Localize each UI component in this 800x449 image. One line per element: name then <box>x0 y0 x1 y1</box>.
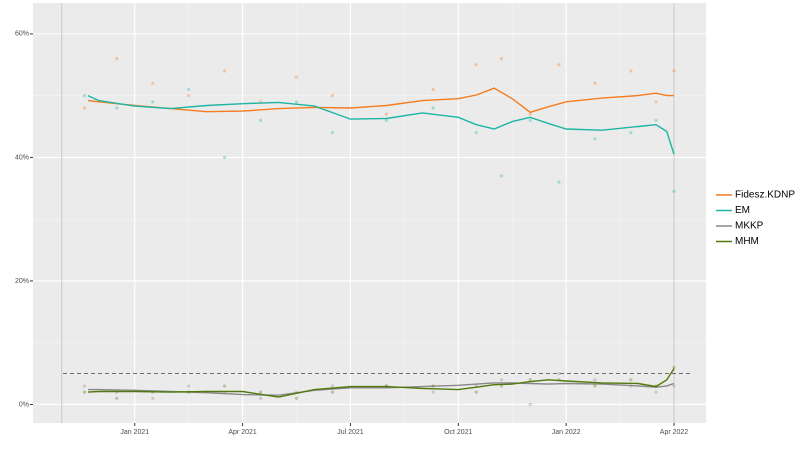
poll-point <box>82 390 87 394</box>
poll-point <box>330 94 335 98</box>
poll-point <box>474 63 478 67</box>
poll-point <box>330 384 335 388</box>
poll-point <box>474 390 478 394</box>
trend-line <box>87 94 675 155</box>
poll-point <box>431 390 435 394</box>
poll-point <box>294 100 299 104</box>
poll-point <box>115 396 119 400</box>
poll-point <box>557 180 561 184</box>
x-tick-label: Apr 2022 <box>660 429 689 436</box>
poll-point <box>629 69 633 73</box>
poll-point <box>499 174 504 178</box>
poll-point <box>431 384 435 388</box>
legend-label: MKKP <box>735 221 764 232</box>
y-tick-label: 40% <box>15 154 29 161</box>
poll-point <box>593 378 597 382</box>
y-tick-label: 20% <box>15 278 29 285</box>
poll-point <box>258 390 263 394</box>
x-tick-label: Jan 2022 <box>552 429 581 436</box>
poll-point <box>593 81 597 85</box>
poll-point <box>294 396 299 400</box>
poll-point <box>431 87 435 92</box>
poll-point <box>82 94 87 98</box>
poll-point <box>151 100 155 104</box>
plot-background <box>33 3 706 423</box>
poll-point <box>672 365 676 370</box>
poll-point <box>384 118 388 122</box>
poll-point <box>330 131 335 135</box>
trend-line <box>87 87 674 114</box>
poll-point <box>294 75 299 79</box>
legend-label: EM <box>735 205 750 216</box>
poll-point <box>672 384 676 388</box>
poll-point <box>474 131 478 135</box>
trend-line <box>87 368 675 398</box>
poll-point <box>528 402 532 407</box>
poll-point <box>115 56 119 61</box>
poll-point <box>187 87 191 92</box>
poll-point <box>593 384 597 388</box>
poll-point <box>82 384 87 388</box>
poll-point <box>384 112 388 116</box>
y-tick-label: 0% <box>19 401 29 408</box>
poll-point <box>672 69 676 73</box>
x-tick-label: Jul 2021 <box>337 429 364 436</box>
poll-point <box>223 155 227 160</box>
poll-point <box>499 56 504 61</box>
x-tick-label: Oct 2021 <box>444 429 473 436</box>
poll-point <box>151 396 155 400</box>
poll-point <box>672 189 676 193</box>
poll-point <box>557 371 561 376</box>
poll-point <box>557 63 561 67</box>
poll-point <box>629 378 633 382</box>
poll-point <box>654 118 658 122</box>
poll-point <box>431 106 435 110</box>
poll-point <box>528 112 532 116</box>
poll-point <box>258 118 263 122</box>
poll-point <box>151 81 155 85</box>
legend-label: Fidesz.KDNP <box>735 190 795 201</box>
poll-point <box>223 384 227 388</box>
poll-point <box>223 69 227 73</box>
poll-point <box>528 118 532 122</box>
legend-label: MHM <box>735 236 759 247</box>
poll-point <box>187 94 191 98</box>
poll-point <box>654 100 658 104</box>
x-tick-label: Apr 2021 <box>228 429 257 436</box>
x-tick-label: Jan 2021 <box>120 429 149 436</box>
poll-point <box>629 131 633 135</box>
poll-point <box>654 390 658 394</box>
poll-point <box>528 378 532 382</box>
poll-point <box>115 106 119 110</box>
poll-point <box>82 106 87 110</box>
poll-point <box>499 378 504 382</box>
poll-point <box>258 396 263 400</box>
poll-point <box>330 390 335 394</box>
poll-point <box>593 137 597 141</box>
poll-point <box>187 384 191 388</box>
y-tick-label: 60% <box>15 31 29 38</box>
